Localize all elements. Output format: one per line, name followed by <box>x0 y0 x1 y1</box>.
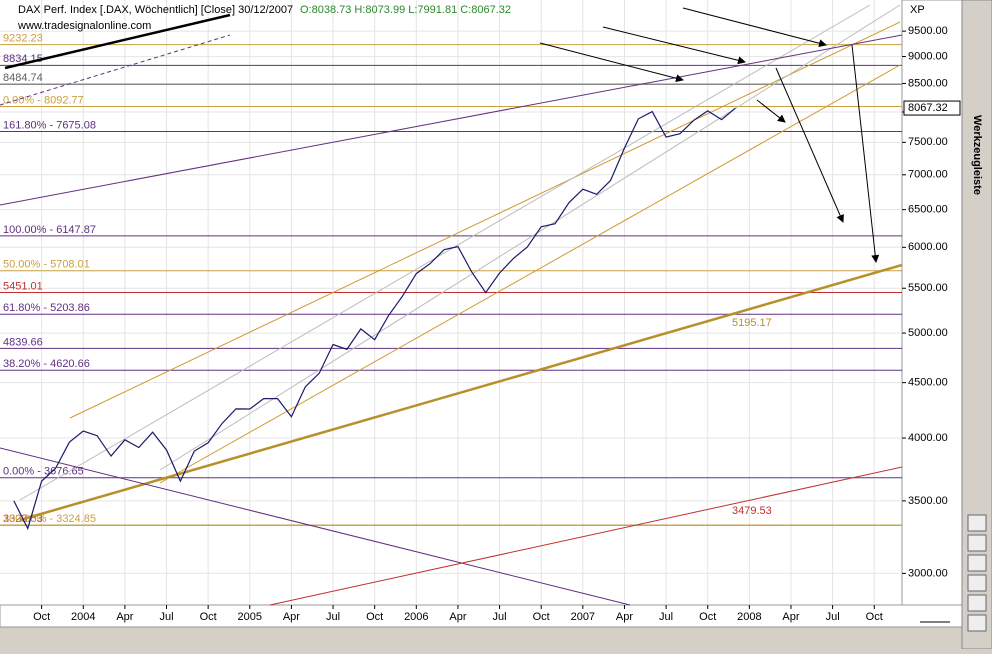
arrow <box>682 7 827 48</box>
trend-line <box>4 13 231 70</box>
trend-line <box>0 34 903 206</box>
tool-button[interactable] <box>967 554 987 572</box>
arrows <box>539 7 880 263</box>
corner-label: XP <box>910 4 925 16</box>
x-tick-label: Jul <box>159 611 173 623</box>
level-label: 4839.66 <box>3 336 43 348</box>
x-axis-panel <box>0 604 963 628</box>
tool-button[interactable] <box>967 534 987 552</box>
level-label: 9232.23 <box>3 32 43 44</box>
last-value-box <box>903 100 961 116</box>
x-tick-label: Oct <box>866 611 883 623</box>
y-tick-label: 6500.00 <box>908 204 948 216</box>
level-label: 161.80% - 7675.08 <box>3 119 96 131</box>
y-tick-label: 5000.00 <box>908 327 948 339</box>
y-tick-label: 7500.00 <box>908 136 948 148</box>
price-line <box>13 107 736 531</box>
trend-line <box>0 34 231 106</box>
level-label: 38.20% - 4620.66 <box>3 358 90 370</box>
level-label: 50.00% - 5708.01 <box>3 259 90 271</box>
y-tick-label: 4000.00 <box>908 432 948 444</box>
x-tick-label: Jul <box>826 611 840 623</box>
grid <box>0 0 902 605</box>
trend-label: 3479.53 <box>732 505 772 517</box>
trend-line <box>19 263 903 522</box>
toolbar-buttons[interactable] <box>967 514 987 632</box>
tool-button[interactable] <box>967 614 987 632</box>
level-label: 0.00% - 3676.65 <box>3 466 84 478</box>
y-tick-label: 3000.00 <box>908 567 948 579</box>
y-tick-label: 9000.00 <box>908 50 948 62</box>
trend-label: 5195.17 <box>732 317 772 329</box>
x-tick-label: 2006 <box>404 611 428 623</box>
trend-line <box>159 4 901 471</box>
arrow <box>602 26 746 65</box>
trend-lines <box>0 4 903 606</box>
trend-line <box>69 21 901 419</box>
y-tick-label: 9500.00 <box>908 25 948 37</box>
tool-button[interactable] <box>967 574 987 592</box>
y-tick-label: 3500.00 <box>908 495 948 507</box>
arrow <box>539 42 684 83</box>
x-tick-label: Apr <box>616 611 633 623</box>
trend-line <box>159 64 901 484</box>
y-tick-label: 8500.00 <box>908 77 948 89</box>
x-tick-label: Oct <box>699 611 716 623</box>
x-tick-label: 2004 <box>71 611 95 623</box>
level-label: 8484.74 <box>3 72 43 84</box>
x-tick-label: Oct <box>33 611 50 623</box>
x-tick-label: Apr <box>116 611 133 623</box>
toolbar <box>961 0 992 650</box>
y-tick-label: 4500.00 <box>908 377 948 389</box>
source: www.tradesignalonline.com <box>17 20 151 32</box>
x-tick-label: Oct <box>366 611 383 623</box>
trend-line <box>269 466 903 606</box>
tool-button[interactable] <box>967 514 987 532</box>
x-tick-label: Oct <box>533 611 550 623</box>
x-tick-label: Apr <box>449 611 466 623</box>
level-label: 100.00% - 3324.85 <box>3 513 96 525</box>
arrow <box>756 99 786 123</box>
plot-area <box>0 0 902 605</box>
x-tick-label: Jul <box>326 611 340 623</box>
x-tick-label: Jul <box>659 611 673 623</box>
x-tick-label: 2007 <box>571 611 595 623</box>
y-tick-label: 5500.00 <box>908 282 948 294</box>
y-axis-panel <box>901 0 963 606</box>
level-label: 100.00% - 6147.87 <box>3 224 96 236</box>
y-tick-label: 6000.00 <box>908 241 948 253</box>
level-label: 5451.01 <box>3 280 43 292</box>
trend-line <box>19 4 871 501</box>
trend-line <box>0 447 631 606</box>
x-tick-label: Apr <box>283 611 300 623</box>
last-value-label: 8067.32 <box>908 102 948 114</box>
y-tick-label: 7000.00 <box>908 169 948 181</box>
level-label: 61.80% - 5203.86 <box>3 302 90 314</box>
arrow <box>851 44 880 263</box>
chart-title: DAX Perf. Index [.DAX, Wöchentlich] [Clo… <box>18 4 293 16</box>
x-tick-label: 2005 <box>238 611 262 623</box>
x-tick-label: Apr <box>782 611 799 623</box>
ohlc-text: O:8038.73 H:8073.99 L:7991.81 C:8067.32 <box>300 4 511 16</box>
x-tick-label: Jul <box>493 611 507 623</box>
tool-button[interactable] <box>967 594 987 612</box>
x-tick-label: Oct <box>200 611 217 623</box>
arrow <box>775 67 844 223</box>
x-tick-label: 2008 <box>737 611 761 623</box>
toolbar-title: Werkzeugleiste <box>971 115 983 195</box>
